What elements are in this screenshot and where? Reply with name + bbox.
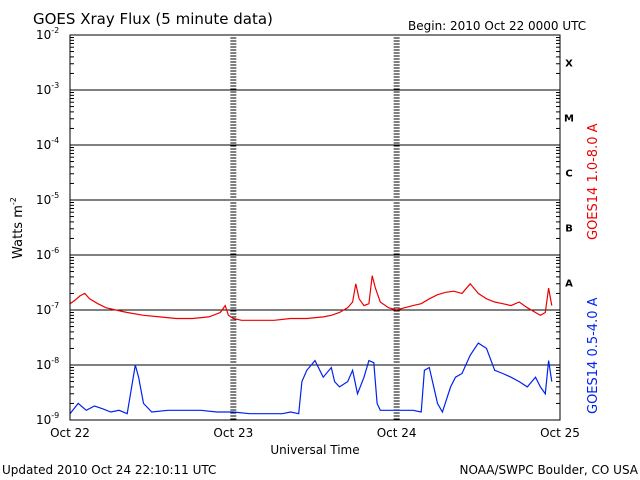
y-tick-base: 10 [36, 138, 51, 152]
y-tick-base: 10 [36, 413, 51, 427]
y-tick-exponent: -3 [51, 81, 59, 90]
y-tick-base: 10 [36, 193, 51, 207]
y-tick-label: 10-3 [36, 81, 59, 97]
y-axis-label-exponent: -2 [9, 197, 18, 205]
y-tick-exponent: -5 [51, 191, 59, 200]
y-axis-ticks: 10-210-310-410-510-610-710-810-9 [36, 26, 560, 427]
x-tick-label: Oct 25 [540, 426, 580, 440]
flare-class-label: B [565, 224, 573, 235]
y-tick-label: 10-6 [36, 246, 59, 262]
x-tick-label: Oct 22 [50, 426, 90, 440]
svg-text:Watts m-2: Watts m-2 [9, 197, 26, 259]
flare-class-label: X [565, 59, 573, 70]
y-tick-exponent: -7 [51, 301, 59, 310]
footer-updated: Updated 2010 Oct 24 22:10:11 UTC [2, 463, 216, 477]
flare-class-label: C [565, 169, 572, 180]
series-line-0 [69, 275, 553, 321]
series-line-1 [69, 342, 553, 415]
grid [70, 34, 560, 420]
x-tick-label: Oct 23 [213, 426, 253, 440]
y-tick-base: 10 [36, 303, 51, 317]
x-axis-ticks: Oct 22 Oct 23 Oct 24 Oct 25 [50, 426, 580, 440]
legend-goes14-short: GOES14 0.5-4.0 A [586, 297, 601, 414]
x-tick-label: Oct 24 [377, 426, 417, 440]
plot-frame [69, 34, 561, 421]
y-axis-label: Watts m-2 [9, 197, 26, 259]
y-tick-label: 10-2 [36, 26, 59, 42]
series-lines [69, 275, 553, 415]
y-tick-base: 10 [36, 83, 51, 97]
x-axis-label: Universal Time [270, 443, 359, 457]
y-tick-exponent: -9 [51, 411, 59, 420]
y-tick-label: 10-8 [36, 356, 59, 372]
y-tick-label: 10-5 [36, 191, 59, 207]
y-tick-label: 10-9 [36, 411, 59, 427]
y-tick-label: 10-4 [36, 136, 59, 152]
y-tick-base: 10 [36, 248, 51, 262]
y-tick-label: 10-7 [36, 301, 59, 317]
y-tick-exponent: -2 [51, 26, 59, 35]
y-tick-base: 10 [36, 358, 51, 372]
legend-goes14-long: GOES14 1.0-8.0 A [586, 123, 601, 240]
y-tick-base: 10 [36, 28, 51, 42]
y-tick-exponent: -6 [51, 246, 59, 255]
flare-class-labels: X M C B A [564, 59, 574, 290]
footer-source: NOAA/SWPC Boulder, CO USA [460, 463, 639, 477]
chart-title: GOES Xray Flux (5 minute data) [33, 10, 273, 28]
flare-class-label: A [565, 279, 573, 290]
y-tick-exponent: -8 [51, 356, 59, 365]
flare-class-label: M [564, 114, 574, 125]
y-tick-exponent: -4 [51, 136, 59, 145]
y-axis-label-text: Watts m [11, 205, 26, 259]
begin-time: Begin: 2010 Oct 22 0000 UTC [408, 19, 586, 33]
